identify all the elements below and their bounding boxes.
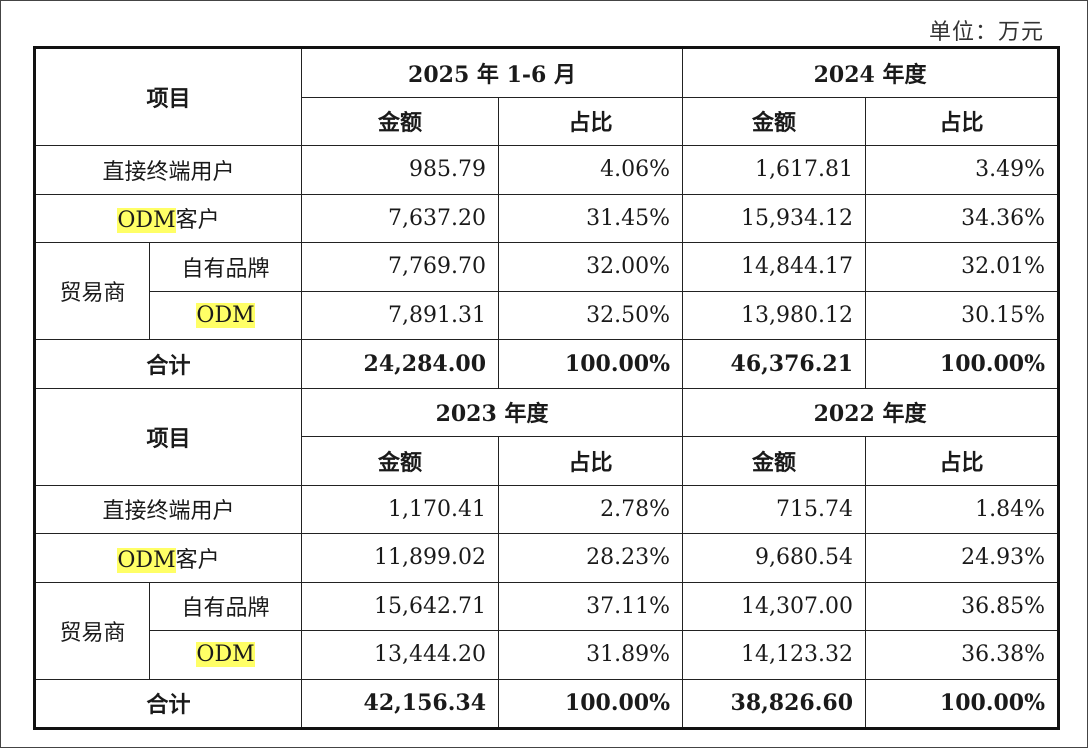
amount-cell: 14,307.00 <box>682 581 867 631</box>
table-row: ODM 7,891.31 32.50% 13,980.12 30.15% <box>35 290 1060 340</box>
row-label-odm-customer: ODM客户 <box>33 533 303 583</box>
row-label-total: 合计 <box>33 339 303 389</box>
amount-cell: 15,642.71 <box>301 581 500 631</box>
total-row: 合计 24,284.00 100.00% 46,376.21 100.00% <box>33 339 1060 389</box>
row-label-odm-customer: ODM客户 <box>33 193 303 243</box>
row-label-direct-users: 直接终端用户 <box>33 484 303 534</box>
ratio-cell: 24.93% <box>865 533 1060 583</box>
header-row-metrics: 金额 占比 金额 占比 <box>35 96 1060 146</box>
amount-header: 金额 <box>682 436 867 486</box>
ratio-header: 占比 <box>498 436 684 486</box>
amount-cell: 1,170.41 <box>301 484 500 534</box>
item-header: 项目 <box>33 47 303 146</box>
table-row: 贸易商 自有品牌 7,769.70 32.00% 14,844.17 32.01… <box>34 242 1060 340</box>
header-row-periods: 项目 2025 年 1-6 月 2024 年度 <box>33 47 1060 146</box>
row-label-traders: 贸易商 <box>34 581 150 680</box>
ratio-cell: 100.00% <box>865 678 1060 729</box>
amount-cell: 24,284.00 <box>301 339 500 389</box>
amount-cell: 7,891.31 <box>301 290 500 340</box>
highlighted-text: ODM <box>117 208 176 234</box>
item-header: 项目 <box>33 387 303 486</box>
ratio-cell: 100.00% <box>498 678 684 729</box>
amount-header: 金额 <box>301 96 500 146</box>
ratio-cell: 32.50% <box>498 290 684 340</box>
ratio-cell: 31.89% <box>498 630 684 680</box>
period-header: 2022 年度 <box>682 387 1060 437</box>
row-label-direct-users: 直接终端用户 <box>33 145 303 195</box>
amount-cell: 46,376.21 <box>682 339 867 389</box>
ratio-cell: 1.84% <box>865 484 1060 534</box>
ratio-cell: 36.38% <box>865 630 1060 680</box>
row-label-own-brand: 自有品牌 <box>148 581 303 631</box>
period-header: 2023 年度 <box>301 387 684 437</box>
ratio-cell: 4.06% <box>498 145 684 195</box>
unit-label: 单位：万元 <box>928 20 1044 45</box>
amount-cell: 9,680.54 <box>682 533 867 583</box>
row-label-traders: 贸易商 <box>34 242 150 340</box>
amount-cell: 13,444.20 <box>301 630 500 680</box>
highlighted-text: ODM <box>196 642 255 668</box>
amount-header: 金额 <box>682 96 867 146</box>
row-label-own-brand: 自有品牌 <box>148 242 303 292</box>
amount-cell: 985.79 <box>301 145 500 195</box>
ratio-cell: 34.36% <box>865 193 1060 243</box>
ratio-header: 占比 <box>865 436 1060 486</box>
table-row: ODM客户 7,637.20 31.45% 15,934.12 34.36% <box>33 193 1060 243</box>
row-label-total: 合计 <box>33 678 303 729</box>
ratio-cell: 32.00% <box>498 242 684 292</box>
amount-cell: 13,980.12 <box>682 290 867 340</box>
amount-cell: 7,637.20 <box>301 193 500 243</box>
period-header: 2024 年度 <box>682 47 1060 98</box>
table-row: 直接终端用户 985.79 4.06% 1,617.81 3.49% <box>33 145 1060 195</box>
amount-cell: 38,826.60 <box>682 678 867 729</box>
amount-cell: 715.74 <box>682 484 867 534</box>
ratio-cell: 37.11% <box>498 581 684 631</box>
amount-cell: 11,899.02 <box>301 533 500 583</box>
table-row: ODM客户 11,899.02 28.23% 9,680.54 24.93% <box>33 533 1060 583</box>
ratio-cell: 30.15% <box>865 290 1060 340</box>
ratio-header: 占比 <box>865 96 1060 146</box>
ratio-cell: 28.23% <box>498 533 684 583</box>
total-row: 合计 42,156.34 100.00% 38,826.60 100.00% <box>33 678 1060 729</box>
amount-cell: 7,769.70 <box>301 242 500 292</box>
row-label-suffix: 客户 <box>175 547 220 573</box>
row-label-suffix: 客户 <box>175 208 220 234</box>
period-header: 2025 年 1-6 月 <box>301 47 684 98</box>
table-row: ODM 13,444.20 31.89% 14,123.32 36.38% <box>35 630 1060 680</box>
ratio-cell: 100.00% <box>865 339 1060 389</box>
ratio-header: 占比 <box>498 96 684 146</box>
highlighted-text: ODM <box>196 302 255 328</box>
amount-cell: 42,156.34 <box>301 678 500 729</box>
amount-cell: 1,617.81 <box>682 145 867 195</box>
highlighted-text: ODM <box>117 547 176 573</box>
table-row: 贸易商 自有品牌 15,642.71 37.11% 14,307.00 36.8… <box>34 581 1060 680</box>
sales-by-customer-type-table: 项目 2025 年 1-6 月 2024 年度 金额 占比 金额 占比 直接终端… <box>33 46 1061 730</box>
ratio-cell: 36.85% <box>865 581 1060 631</box>
amount-header: 金额 <box>301 436 500 486</box>
amount-cell: 14,844.17 <box>682 242 867 292</box>
amount-cell: 14,123.32 <box>682 630 867 680</box>
row-label-odm: ODM <box>148 290 303 340</box>
ratio-cell: 100.00% <box>498 339 684 389</box>
row-label-odm: ODM <box>148 630 303 680</box>
amount-cell: 15,934.12 <box>682 193 867 243</box>
ratio-cell: 2.78% <box>498 484 684 534</box>
header-row-periods: 项目 2023 年度 2022 年度 <box>33 387 1060 486</box>
ratio-cell: 31.45% <box>498 193 684 243</box>
ratio-cell: 3.49% <box>865 145 1060 195</box>
ratio-cell: 32.01% <box>865 242 1060 292</box>
table-row: 直接终端用户 1,170.41 2.78% 715.74 1.84% <box>33 484 1060 534</box>
